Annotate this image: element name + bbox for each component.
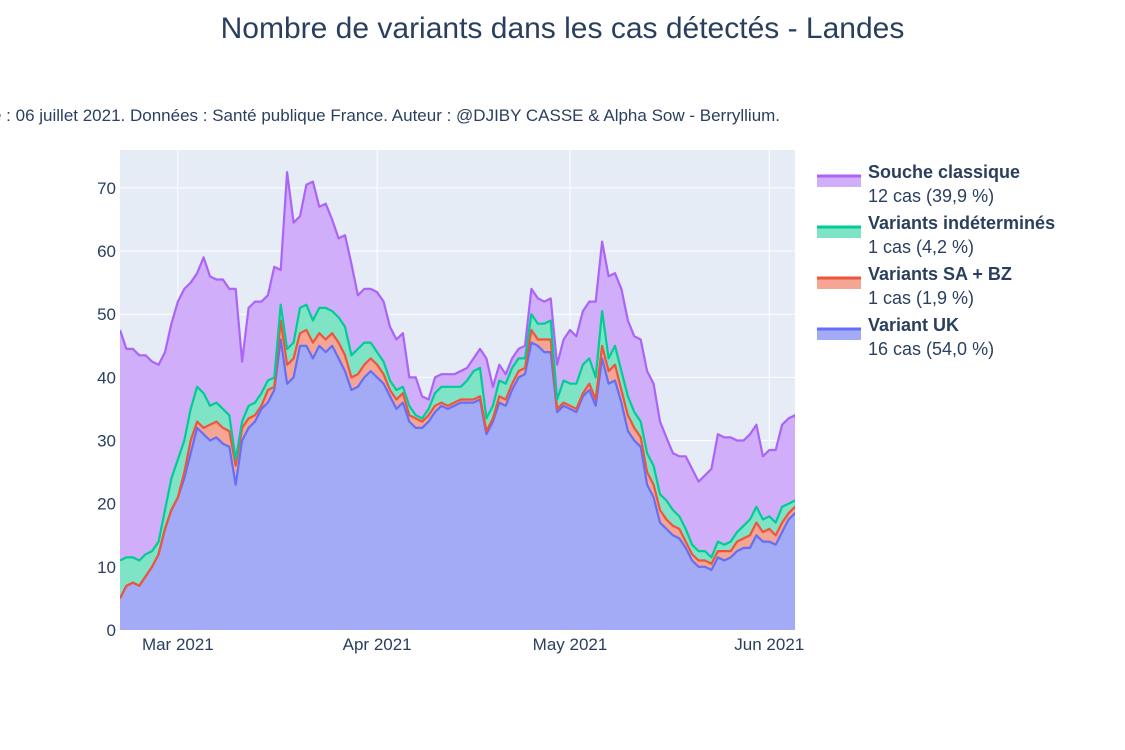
y-tick-label: 60 bbox=[97, 242, 116, 261]
series-line-2 bbox=[120, 303, 795, 562]
legend: Souche classique 12 cas (39,9 %) Variants … bbox=[817, 162, 1055, 359]
legend-item[interactable]: Variants SA + BZ 1 cas (1,9 %) bbox=[817, 264, 1012, 308]
area-fill-3 bbox=[120, 172, 795, 561]
y-tick-label: 40 bbox=[97, 368, 116, 387]
legend-label: Souche classique bbox=[868, 162, 1020, 182]
chart-title: Nombre de variants dans les cas détectés… bbox=[220, 12, 905, 45]
chart-subtitle: e : 06 juillet 2021. Données : Santé pub… bbox=[0, 106, 781, 125]
y-axis-ticks: 0 10 20 30 40 50 60 70 bbox=[97, 179, 116, 640]
y-tick-label: 10 bbox=[97, 558, 116, 577]
legend-label: Variants SA + BZ bbox=[868, 264, 1012, 284]
legend-detail: 16 cas (54,0 %) bbox=[868, 339, 994, 359]
legend-item[interactable]: Variants indéterminés 1 cas (4,2 %) bbox=[817, 213, 1055, 257]
legend-swatch bbox=[817, 277, 861, 289]
area-fill-0 bbox=[120, 339, 795, 630]
legend-item[interactable]: Variant UK 16 cas (54,0 %) bbox=[817, 315, 994, 359]
y-tick-label: 30 bbox=[97, 432, 116, 451]
x-tick-label: May 2021 bbox=[533, 635, 608, 654]
series-line-3 bbox=[120, 171, 795, 483]
legend-label: Variant UK bbox=[868, 315, 959, 335]
x-tick-label: Jun 2021 bbox=[734, 635, 804, 654]
x-tick-label: Apr 2021 bbox=[343, 635, 412, 654]
series-line-0 bbox=[120, 338, 795, 599]
legend-item[interactable]: Souche classique 12 cas (39,9 %) bbox=[817, 162, 1020, 206]
legend-detail: 1 cas (1,9 %) bbox=[868, 288, 974, 308]
x-tick-label: Mar 2021 bbox=[142, 635, 214, 654]
stacked-areas bbox=[120, 171, 795, 630]
legend-swatch bbox=[817, 328, 861, 340]
y-tick-label: 0 bbox=[107, 621, 116, 640]
legend-label: Variants indéterminés bbox=[868, 213, 1055, 233]
y-tick-label: 70 bbox=[97, 179, 116, 198]
legend-swatch bbox=[817, 226, 861, 238]
series-line-1 bbox=[120, 319, 795, 599]
y-tick-label: 50 bbox=[97, 305, 116, 324]
legend-detail: 1 cas (4,2 %) bbox=[868, 237, 974, 257]
legend-swatch bbox=[817, 175, 861, 187]
x-axis-ticks: Mar 2021 Apr 2021 May 2021 Jun 2021 bbox=[142, 635, 804, 654]
legend-detail: 12 cas (39,9 %) bbox=[868, 186, 994, 206]
y-tick-label: 20 bbox=[97, 495, 116, 514]
